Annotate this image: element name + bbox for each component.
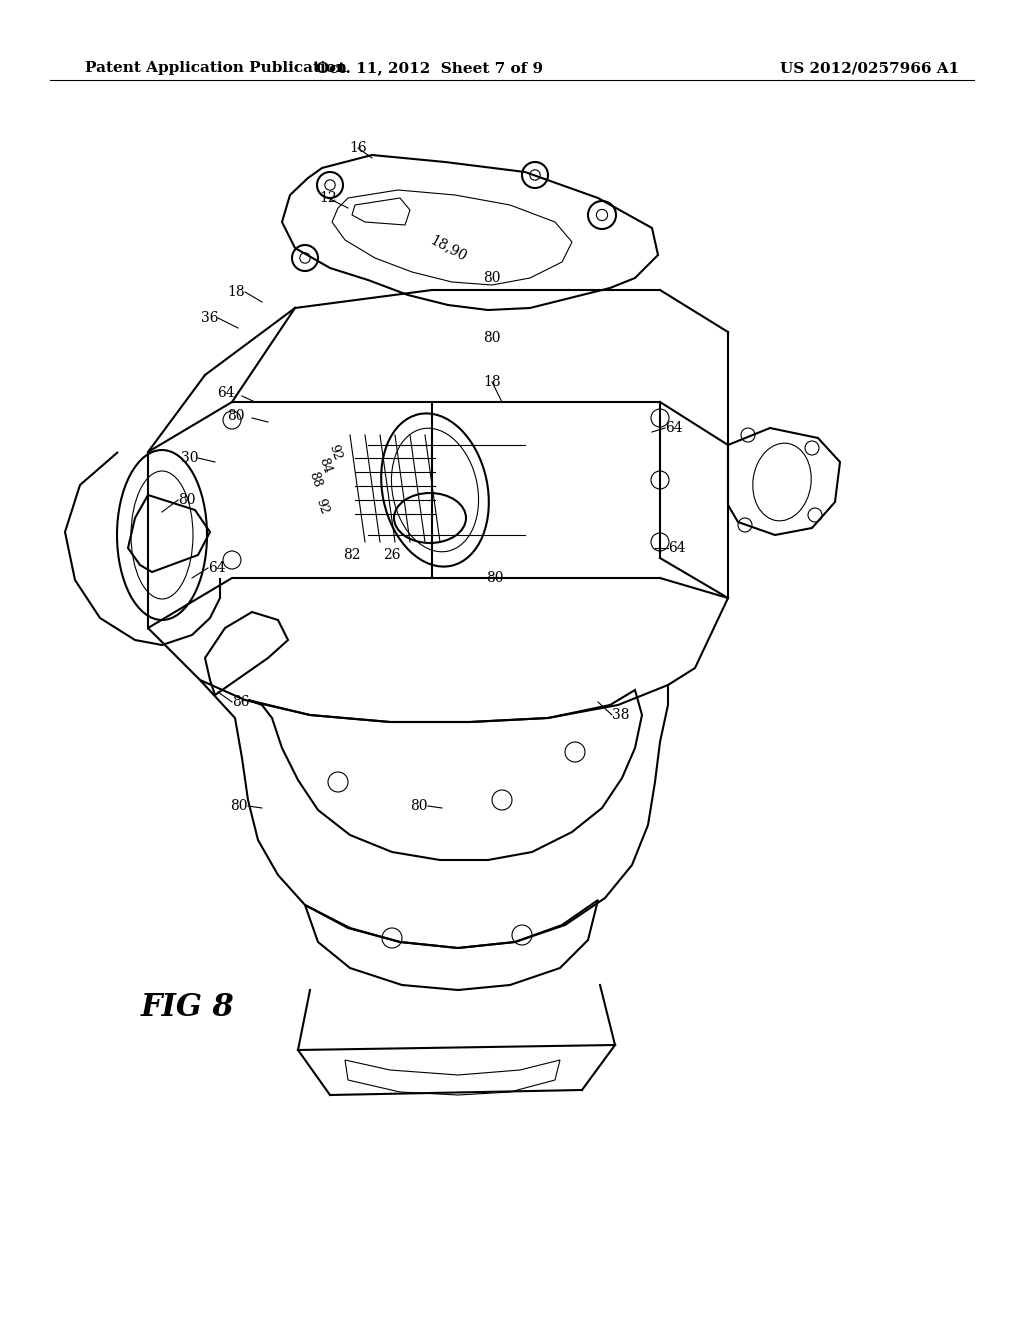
Text: 36: 36 <box>201 312 218 325</box>
Text: 38: 38 <box>612 708 630 722</box>
Text: 92: 92 <box>327 442 344 462</box>
Text: 18,90: 18,90 <box>427 232 469 264</box>
Text: 86: 86 <box>232 696 250 709</box>
Text: 82: 82 <box>343 548 360 562</box>
Text: Patent Application Publication: Patent Application Publication <box>85 61 347 75</box>
Text: 80: 80 <box>411 799 428 813</box>
Text: 64: 64 <box>668 541 686 554</box>
Text: 30: 30 <box>180 451 198 465</box>
Text: 80: 80 <box>227 409 245 422</box>
Text: Oct. 11, 2012  Sheet 7 of 9: Oct. 11, 2012 Sheet 7 of 9 <box>316 61 544 75</box>
Text: 80: 80 <box>178 492 196 507</box>
Text: 12: 12 <box>319 191 337 205</box>
Text: 64: 64 <box>665 421 683 436</box>
Text: 84: 84 <box>316 457 334 475</box>
Text: 92: 92 <box>313 496 331 516</box>
Text: 64: 64 <box>217 385 234 400</box>
Text: US 2012/0257966 A1: US 2012/0257966 A1 <box>780 61 959 75</box>
Text: FIG 8: FIG 8 <box>141 993 234 1023</box>
Text: 80: 80 <box>230 799 248 813</box>
Text: 80: 80 <box>483 331 501 345</box>
Text: 88: 88 <box>306 470 324 490</box>
Text: 26: 26 <box>383 548 400 562</box>
Text: 18: 18 <box>227 285 245 300</box>
Text: 18: 18 <box>483 375 501 389</box>
Text: 64: 64 <box>208 561 225 576</box>
Text: 80: 80 <box>483 271 501 285</box>
Text: 16: 16 <box>349 141 367 154</box>
Text: 80: 80 <box>486 572 504 585</box>
